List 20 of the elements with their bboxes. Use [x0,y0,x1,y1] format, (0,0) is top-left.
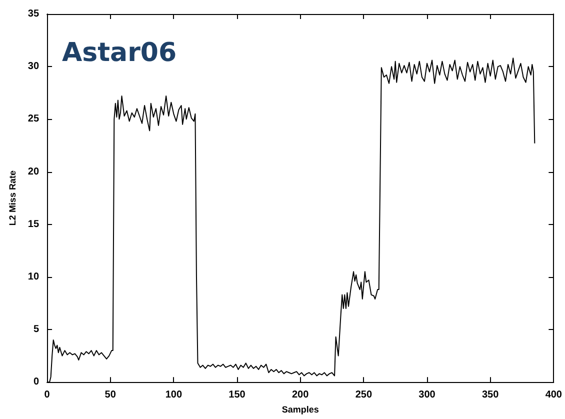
y-axis-title: L2 Miss Rate [8,170,18,226]
x-tick-label: 100 [165,390,182,401]
x-tick-label: 150 [228,390,246,401]
x-tick-label: 300 [418,390,436,401]
y-tick-label: 20 [28,166,40,178]
y-tick-label: 30 [28,61,40,72]
x-axis-title: Samples [282,404,319,414]
annotation: Astar06 [62,38,177,68]
x-tick-label: 200 [292,390,310,401]
y-tick-label: 35 [28,8,40,20]
y-tick-label: 0 [33,376,40,388]
y-tick-label: 5 [33,324,40,336]
x-tick-label: 250 [355,390,372,401]
x-tick-label: 50 [104,390,116,401]
y-tick-label: 25 [28,114,40,125]
y-tick-label: 15 [28,218,40,230]
y-tick-label: 10 [28,271,40,282]
x-tick-label: 400 [545,390,562,401]
x-tick-label: 350 [482,390,500,401]
x-tick-label: 0 [44,390,50,401]
